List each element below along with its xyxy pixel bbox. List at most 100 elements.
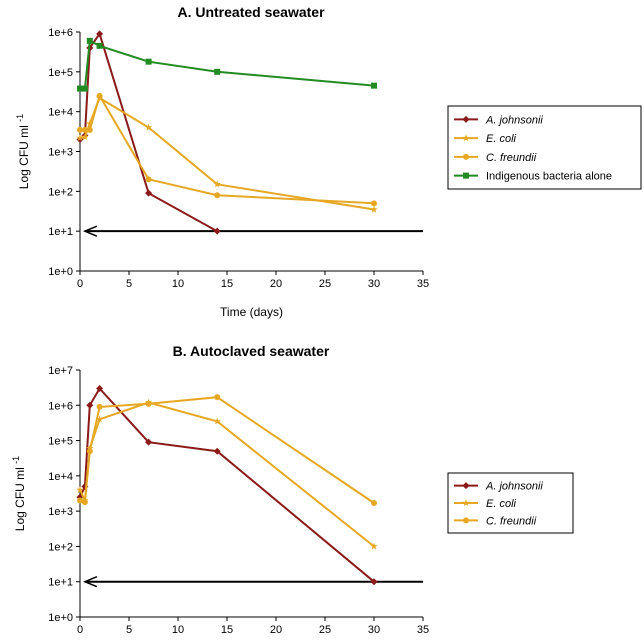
x-tick-label: 15 (221, 278, 233, 290)
data-point (213, 417, 221, 425)
panel-untreated: A. Untreated seawater 0 5 10 15 20 25 30 35 1e+0 1… (15, 4, 642, 319)
y-tick-label: 1e+7 (48, 365, 73, 377)
data-point (214, 192, 221, 199)
y-axis-label-text: Log CFU ml (13, 464, 27, 531)
y-tick-label: 1e+0 (48, 612, 73, 624)
data-point (76, 134, 84, 141)
legend-swatch-marker (463, 172, 469, 179)
x-tick-label: 10 (172, 278, 184, 290)
data-point (77, 497, 83, 504)
x-tick-label: 5 (126, 278, 132, 290)
data-point (370, 578, 378, 586)
data-point (77, 126, 83, 133)
legend-swatch-marker (462, 482, 470, 490)
data-point (86, 126, 93, 133)
legend-label: Indigenous bacteria alone (486, 171, 612, 183)
data-point (214, 394, 221, 401)
data-point (96, 415, 104, 423)
data-point (76, 486, 84, 493)
data-point (371, 500, 377, 507)
data-point (213, 180, 221, 188)
y-axis-label: Log CFU ml -1 (11, 456, 27, 531)
x-axis-label: Time (days) (220, 305, 283, 319)
data-point (86, 119, 94, 127)
series-c-freundii (77, 92, 377, 207)
legend-item: C. freundii (454, 152, 537, 164)
x-tick-label: 10 (172, 624, 184, 636)
data-point (81, 133, 89, 141)
legend-label: E. coli (486, 133, 517, 145)
data-point (213, 227, 221, 235)
x-tick-label: 30 (368, 624, 380, 636)
data-point (370, 542, 378, 550)
x-tick-label: 20 (270, 624, 282, 636)
data-point (371, 82, 377, 89)
data-point (81, 85, 88, 92)
data-point (77, 85, 83, 92)
data-point (96, 92, 103, 99)
y-axis-label: Log CFU ml -1 (15, 114, 31, 189)
legend-label: C. freundii (486, 152, 537, 164)
x-tick-label: 5 (126, 624, 132, 636)
y-axis-label-text: Log CFU ml (17, 122, 31, 189)
y-tick-label: 1e+3 (48, 147, 73, 159)
data-point (213, 447, 221, 455)
data-point (86, 37, 93, 44)
legend-item: A. johnsonii (454, 114, 543, 126)
legend-label: A. johnsonii (485, 481, 543, 493)
legend-swatch-marker (463, 517, 469, 524)
y-tick-label: 1e+4 (48, 107, 73, 119)
y-tick-label: 1e+6 (48, 27, 73, 39)
x-tick-label: 30 (368, 278, 380, 290)
series-a-johnsonii (76, 384, 378, 586)
legend-item: E. coli (454, 133, 517, 145)
legend-swatch-marker (462, 115, 470, 123)
data-point (145, 176, 152, 183)
data-point (86, 448, 93, 455)
data-point (145, 123, 153, 131)
y-axis-label-superscript: -1 (11, 456, 21, 464)
x-tick-label: 0 (77, 624, 83, 636)
legend-swatch-marker (463, 153, 469, 160)
series-line (79, 386, 375, 583)
x-tick-label: 15 (221, 624, 233, 636)
legend: A. johnsonii E. coli C. freundii Indigenous… (447, 105, 642, 190)
detection-limit-arrow (82, 225, 98, 237)
panel-autoclaved: B. Autoclaved seawater 0 5 10 15 20 25 30 35 1e+0… (11, 343, 574, 636)
y-tick-label: 1e+5 (48, 436, 73, 448)
series-line (79, 396, 375, 504)
y-tick-label: 1e+6 (48, 400, 73, 412)
y-tick-label: 1e+1 (48, 226, 73, 238)
legend-item: C. freundii (454, 515, 537, 527)
data-point (81, 126, 88, 133)
data-point (96, 384, 104, 392)
data-point (86, 401, 94, 409)
legend-item: E. coli (454, 498, 517, 510)
x-tick-label: 35 (417, 278, 429, 290)
legend-swatch-marker (462, 134, 470, 142)
y-tick-label: 1e+1 (48, 577, 73, 589)
data-point (371, 200, 377, 207)
y-tick-label: 1e+5 (48, 67, 73, 79)
chart-title: B. Autoclaved seawater (173, 343, 330, 359)
y-tick-label: 1e+0 (48, 266, 73, 278)
y-axis-label-superscript: -1 (15, 114, 25, 122)
series-line (80, 39, 375, 90)
x-tick-label: 25 (319, 624, 331, 636)
y-tick-label: 1e+2 (48, 186, 73, 198)
data-point (214, 68, 221, 75)
data-point (96, 403, 103, 410)
y-tick-label: 1e+2 (48, 541, 73, 553)
x-tick-label: 25 (319, 278, 331, 290)
series-c-freundii (77, 394, 377, 507)
legend-label: E. coli (486, 498, 517, 510)
legend-item: Indigenous bacteria alone (454, 171, 612, 183)
detection-limit-arrow (82, 576, 98, 588)
legend: A. johnsonii E. coli C. freundii (447, 472, 574, 534)
chart-title: A. Untreated seawater (177, 4, 325, 20)
legend-item: A. johnsonii (454, 481, 543, 493)
data-point (145, 438, 153, 446)
legend-label: C. freundii (486, 515, 537, 527)
data-point (145, 189, 153, 197)
data-point (81, 499, 88, 506)
